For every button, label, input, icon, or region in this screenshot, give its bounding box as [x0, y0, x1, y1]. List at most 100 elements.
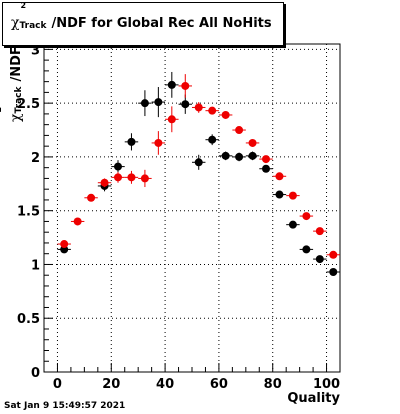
data-point-group: [313, 255, 327, 264]
data-point-group: [272, 190, 287, 199]
data-point-marker: [235, 126, 244, 135]
data-point-group: [97, 178, 112, 188]
data-point-marker: [235, 152, 244, 161]
data-point-marker: [275, 172, 284, 181]
data-point-marker: [288, 191, 297, 200]
title-sub: Track: [19, 21, 47, 31]
data-point-marker: [140, 174, 149, 183]
data-point-marker: [329, 250, 338, 259]
data-point-group: [138, 169, 152, 188]
data-point-group: [259, 164, 273, 173]
data-point-group: [111, 160, 125, 174]
y-tick-label: 1: [31, 258, 40, 273]
ylabel-sup: 2: [0, 107, 3, 113]
ylabel-rest: /NDF: [9, 46, 24, 82]
data-point-marker: [114, 173, 122, 182]
data-point-group: [84, 193, 98, 202]
data-point-marker: [208, 106, 217, 115]
chart-title: χ 2 Track/NDF for Global Rec All NoHits: [11, 1, 272, 31]
data-point-marker: [329, 267, 338, 276]
data-point-marker: [87, 193, 96, 202]
data-point-group: [57, 240, 71, 249]
x-tick-label: 80: [264, 377, 282, 392]
ylabel-supsub: 2 Track: [0, 82, 24, 114]
data-point-marker: [181, 81, 190, 90]
y-axis-label: χ2 Track/NDF: [0, 46, 24, 122]
data-point-group: [232, 152, 246, 162]
data-point-marker: [208, 135, 217, 144]
timestamp: Sat Jan 9 15:49:57 2021: [4, 401, 126, 411]
data-point-group: [326, 267, 340, 276]
data-point-marker: [140, 99, 149, 108]
data-point-group: [165, 71, 179, 98]
data-point-marker: [262, 155, 270, 164]
data-point-group: [299, 212, 314, 221]
title-rest: /NDF for Global Rec All NoHits: [51, 16, 272, 31]
data-point-group: [299, 245, 314, 254]
data-point-group: [286, 220, 300, 229]
data-point-group: [178, 74, 192, 98]
title-supsub: 2 Track: [19, 1, 51, 31]
y-tick-label: 2: [31, 151, 40, 166]
data-point-marker: [221, 151, 230, 160]
y-tick-label: 3: [31, 43, 40, 58]
data-point-group: [259, 155, 273, 164]
data-point-group: [245, 138, 260, 147]
data-point-marker: [275, 190, 284, 199]
x-tick-label: 60: [210, 377, 228, 392]
title-sup: 2: [20, 1, 27, 10]
title-chi: χ: [11, 15, 20, 31]
ylabel-sub: Track: [14, 86, 24, 114]
data-point-group: [151, 87, 166, 118]
data-point-marker: [221, 110, 230, 119]
data-point-marker: [127, 173, 136, 182]
data-point-group: [151, 131, 166, 155]
data-point-marker: [154, 98, 163, 107]
data-point-marker: [167, 115, 176, 124]
data-point-marker: [167, 80, 176, 89]
data-point-marker: [248, 151, 257, 160]
data-point-group: [205, 106, 219, 115]
data-point-group: [165, 106, 179, 133]
data-point-marker: [288, 220, 297, 229]
data-point-group: [232, 126, 246, 135]
x-tick-label: 20: [102, 377, 120, 392]
data-point-group: [272, 172, 287, 181]
data-point-marker: [315, 227, 324, 236]
data-point-group: [313, 227, 327, 236]
y-tick-label: 0: [31, 366, 40, 381]
data-point-marker: [127, 137, 136, 146]
data-point-marker: [154, 138, 163, 147]
data-point-marker: [60, 240, 69, 249]
data-layer: [57, 71, 340, 276]
data-point-marker: [262, 164, 270, 173]
data-point-marker: [100, 178, 109, 187]
data-point-group: [192, 102, 206, 113]
data-point-marker: [181, 100, 190, 109]
data-point-marker: [194, 158, 203, 167]
data-point-group: [138, 90, 152, 117]
data-point-group: [218, 151, 233, 161]
x-tick-label: 100: [313, 377, 340, 392]
x-tick-label: 0: [53, 377, 62, 392]
data-point-group: [124, 133, 139, 151]
data-point-group: [326, 250, 340, 259]
y-tick-label: 2.5: [17, 97, 40, 112]
data-point-marker: [302, 212, 311, 221]
data-point-group: [218, 110, 233, 119]
data-point-group: [124, 170, 139, 184]
chart-title-box: χ 2 Track/NDF for Global Rec All NoHits: [2, 1, 284, 46]
y-tick-label: 0.5: [17, 312, 40, 327]
plot-frame: [43, 43, 341, 373]
data-point-marker: [114, 162, 122, 171]
data-point-marker: [73, 217, 82, 226]
x-tick-label: 40: [156, 377, 174, 392]
y-tick-label: 1.5: [17, 205, 40, 220]
ticks-layer: 0 20 40 60 80 100 0 0.5 1 1.5 2 2.5 3: [17, 43, 340, 392]
x-axis-label: Quality: [287, 391, 340, 406]
data-point-marker: [302, 245, 311, 254]
ylabel-chi: χ: [8, 113, 24, 122]
grid-layer: [44, 44, 340, 372]
data-point-group: [70, 217, 85, 226]
